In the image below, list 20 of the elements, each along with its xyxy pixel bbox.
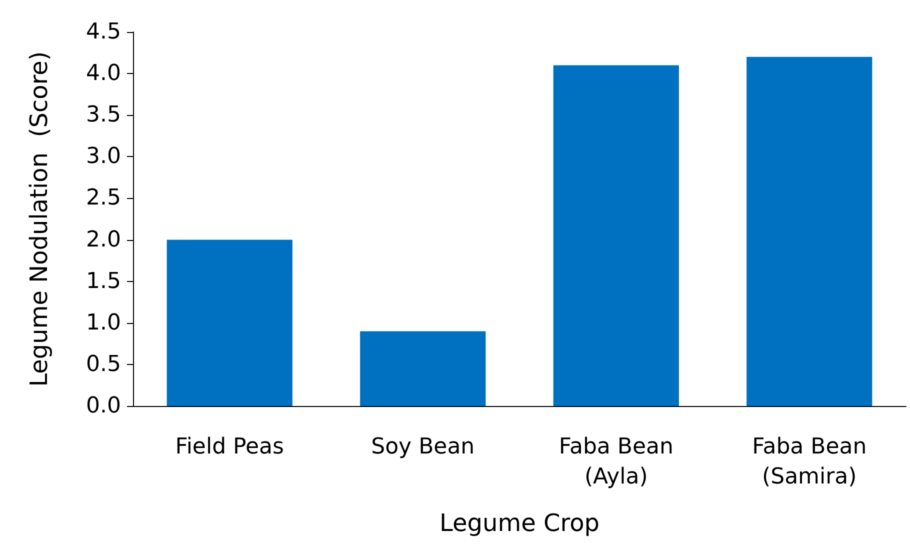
- bar: [360, 331, 486, 406]
- bar: [166, 240, 292, 406]
- bar: [746, 56, 872, 406]
- x-tick-label: Faba Bean (Ayla): [558, 434, 674, 490]
- y-tick-label: 0.0: [86, 394, 121, 418]
- y-tick-label: 1.0: [86, 310, 121, 336]
- y-tick-label: 4.5: [86, 20, 121, 44]
- x-tick-label: Faba Bean (Samira): [752, 434, 867, 490]
- bar: [553, 65, 679, 406]
- x-axis-title: Legume Crop: [440, 509, 600, 537]
- x-tick-label: Field Peas: [175, 434, 284, 460]
- y-tick-label: 4.0: [86, 61, 121, 86]
- y-axis-title: Legume Nodulation (Score): [25, 51, 53, 387]
- y-tick-label: 3.5: [86, 102, 121, 128]
- y-tick-label: 2.0: [86, 227, 121, 252]
- y-tick-label: 0.5: [86, 352, 121, 377]
- y-tick-label: 1.5: [86, 268, 121, 294]
- x-tick-label: Soy Bean: [371, 434, 475, 460]
- y-tick-label: 3.0: [86, 144, 121, 170]
- y-tick-label: 2.5: [86, 186, 121, 211]
